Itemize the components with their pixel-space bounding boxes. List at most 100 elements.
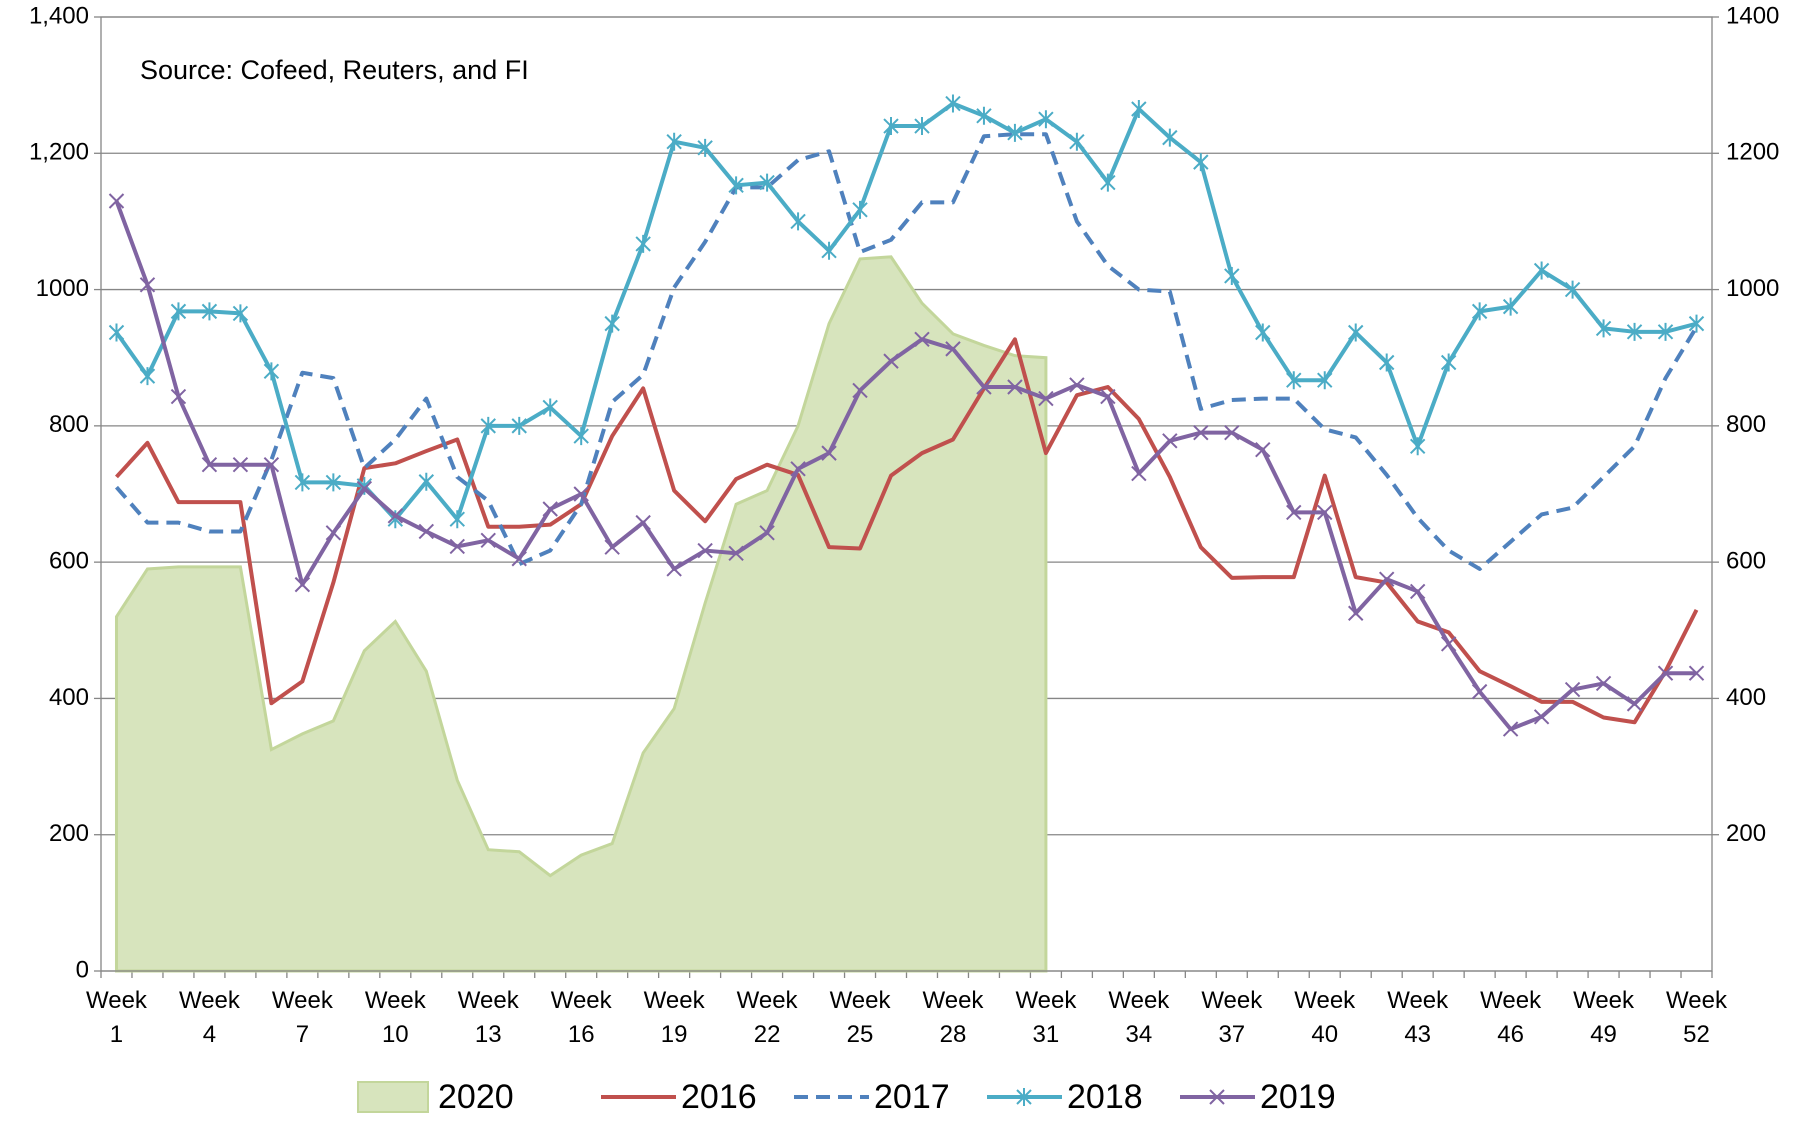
marker <box>139 277 156 293</box>
marker <box>356 480 373 497</box>
marker <box>325 525 342 541</box>
marker <box>1224 266 1240 285</box>
legend-label: 2018 <box>1067 1078 1143 1116</box>
marker <box>108 193 125 209</box>
marker <box>1626 322 1643 341</box>
y-tick-label: 200 <box>49 820 89 847</box>
y-tick-label: 0 <box>76 956 89 983</box>
marker <box>263 362 280 381</box>
marker <box>1286 504 1302 521</box>
marker <box>1193 424 1209 441</box>
marker <box>1162 128 1178 147</box>
plot-border <box>100 16 1713 972</box>
marker <box>573 486 589 502</box>
marker <box>232 456 249 473</box>
y2-tick-label: 1000 <box>1726 275 1779 302</box>
marker <box>480 532 496 549</box>
y-tick-label: 1,400 <box>29 2 89 29</box>
y2-tick-label: 800 <box>1726 411 1766 438</box>
marker <box>1317 504 1333 521</box>
marker <box>170 388 187 405</box>
marker <box>1502 297 1519 316</box>
annotation: Source: Cofeed, Reuters, and FI <box>140 55 529 85</box>
x-tick-label: Week 13 <box>458 987 520 1048</box>
x-tick-label: Week 4 <box>179 987 241 1048</box>
marker <box>1533 261 1550 280</box>
x-tick-label: Week 22 <box>737 987 799 1048</box>
marker <box>418 472 435 491</box>
y2-tick-label: 400 <box>1726 684 1766 711</box>
marker <box>1471 683 1488 700</box>
marker <box>1688 665 1705 681</box>
marker <box>1564 681 1581 698</box>
marker <box>759 525 775 541</box>
x-tick-label: Week 52 <box>1666 987 1728 1048</box>
marker <box>604 539 620 555</box>
marker <box>1657 665 1674 681</box>
marker <box>1224 424 1240 441</box>
marker <box>1162 433 1178 449</box>
x-tick-label: Week 43 <box>1387 987 1449 1048</box>
marker <box>914 331 930 348</box>
x-tick-label: Week 19 <box>644 987 706 1048</box>
marker <box>666 561 682 577</box>
marker <box>1348 323 1364 342</box>
marker <box>1007 379 1023 395</box>
legend-label: 2016 <box>681 1078 757 1116</box>
marker <box>511 551 527 567</box>
marker <box>1564 280 1581 299</box>
x-tick-label: Week 1 <box>86 987 148 1048</box>
y2-tick-label: 1200 <box>1726 139 1779 166</box>
marker <box>1038 390 1054 407</box>
y-tick-label: 800 <box>49 411 89 438</box>
marker <box>1100 173 1116 192</box>
marker <box>1348 605 1364 621</box>
legend: 2020 2016 2017 2018 2019 <box>357 1078 1336 1116</box>
x-tick-label: Week 31 <box>1015 987 1077 1048</box>
x-tick-label: Week 7 <box>272 987 334 1048</box>
marker <box>294 473 311 492</box>
marker <box>914 117 930 136</box>
marker <box>728 545 744 561</box>
marker <box>1378 353 1395 372</box>
marker <box>1595 319 1612 338</box>
x-tick-label: Week 34 <box>1108 987 1170 1048</box>
marker <box>418 523 435 540</box>
legend-swatch <box>357 1081 429 1113</box>
marker <box>449 510 465 529</box>
marker <box>201 302 218 321</box>
marker <box>1255 441 1271 458</box>
marker <box>1100 388 1116 405</box>
marker <box>170 302 187 321</box>
marker <box>449 538 465 555</box>
marker <box>1069 132 1085 151</box>
marker <box>728 176 744 195</box>
marker <box>1626 696 1643 712</box>
area <box>114 255 1048 973</box>
marker <box>604 314 620 333</box>
marker <box>883 117 899 136</box>
marker <box>697 542 713 559</box>
x-tick-label: Week 10 <box>365 987 427 1048</box>
marker <box>1193 153 1209 172</box>
legend-label: 2017 <box>874 1078 950 1116</box>
marker <box>976 379 992 395</box>
marker <box>790 212 806 231</box>
y2-tick-label: 1400 <box>1726 2 1779 29</box>
marker <box>666 132 682 151</box>
marker <box>1688 314 1705 333</box>
marker <box>480 416 496 435</box>
marker <box>263 456 280 473</box>
marker <box>821 241 837 260</box>
marker <box>1007 123 1023 142</box>
marker <box>852 200 868 219</box>
marker <box>1471 302 1488 321</box>
x-tick-label: Week 40 <box>1294 987 1356 1048</box>
line <box>115 337 1699 725</box>
marker <box>1038 110 1054 129</box>
marker <box>976 106 992 125</box>
marker <box>883 353 899 369</box>
marker <box>759 173 775 192</box>
x-tick-label: Week 49 <box>1573 987 1635 1048</box>
marker <box>201 456 218 473</box>
